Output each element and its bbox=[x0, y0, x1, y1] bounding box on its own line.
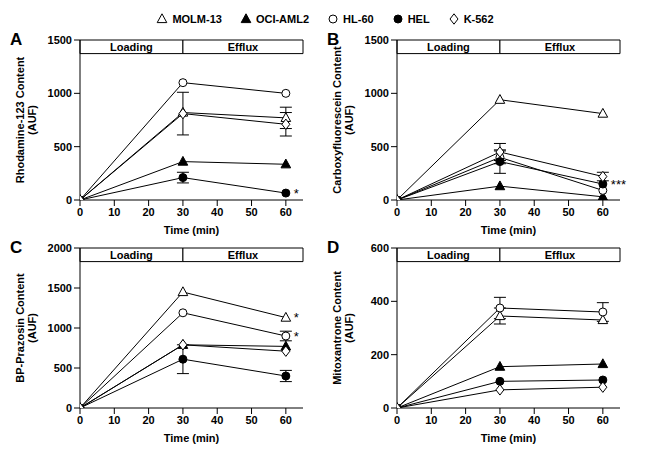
svg-text:40: 40 bbox=[528, 414, 540, 426]
svg-text:10: 10 bbox=[108, 206, 120, 218]
svg-text:200: 200 bbox=[371, 349, 389, 361]
html-text:HL-60: HL-60 bbox=[343, 13, 374, 25]
svg-text:0: 0 bbox=[66, 402, 72, 414]
svg-text:40: 40 bbox=[528, 206, 540, 218]
svg-text:60: 60 bbox=[597, 206, 609, 218]
html-text:K-562: K-562 bbox=[463, 13, 494, 25]
html-text:A: A bbox=[10, 30, 23, 49]
svg-text:0: 0 bbox=[394, 206, 400, 218]
svg-text:30: 30 bbox=[494, 206, 506, 218]
svg-text:50: 50 bbox=[562, 206, 574, 218]
svg-text:20: 20 bbox=[142, 414, 154, 426]
svg-text:60: 60 bbox=[280, 414, 292, 426]
svg-text:10: 10 bbox=[108, 414, 120, 426]
svg-text:40: 40 bbox=[211, 206, 223, 218]
html-text:D: D bbox=[327, 238, 340, 257]
svg-text:*: * bbox=[294, 329, 299, 344]
svg-text:400: 400 bbox=[371, 295, 389, 307]
svg-text:*: * bbox=[294, 186, 299, 201]
svg-text:(AUF): (AUF) bbox=[26, 313, 38, 343]
svg-text:40: 40 bbox=[211, 414, 223, 426]
svg-text:Rhodamine-123 Content: Rhodamine-123 Content bbox=[14, 56, 26, 183]
svg-text:1000: 1000 bbox=[365, 87, 389, 99]
svg-text:20: 20 bbox=[459, 414, 471, 426]
svg-text:Time (min): Time (min) bbox=[481, 224, 537, 236]
svg-text:Loading: Loading bbox=[427, 41, 470, 53]
svg-text:10: 10 bbox=[425, 206, 437, 218]
svg-text:Efflux: Efflux bbox=[228, 249, 259, 261]
svg-text:(AUF): (AUF) bbox=[343, 105, 355, 135]
svg-text:50: 50 bbox=[562, 414, 574, 426]
svg-text:Efflux: Efflux bbox=[545, 41, 576, 53]
svg-text:500: 500 bbox=[54, 362, 72, 374]
html-text:HEL: HEL bbox=[407, 13, 430, 25]
svg-text:0: 0 bbox=[77, 206, 83, 218]
html-text:C: C bbox=[10, 238, 23, 257]
svg-text:0: 0 bbox=[383, 402, 389, 414]
svg-text:0: 0 bbox=[394, 414, 400, 426]
svg-text:50: 50 bbox=[245, 206, 257, 218]
svg-text:Time (min): Time (min) bbox=[164, 224, 220, 236]
svg-text:1000: 1000 bbox=[48, 87, 72, 99]
svg-text:(AUF): (AUF) bbox=[343, 313, 355, 343]
svg-text:Time (min): Time (min) bbox=[481, 432, 537, 444]
svg-text:1500: 1500 bbox=[48, 282, 72, 294]
svg-text:60: 60 bbox=[280, 206, 292, 218]
html-text:B: B bbox=[327, 30, 340, 49]
svg-text:20: 20 bbox=[459, 206, 471, 218]
svg-text:50: 50 bbox=[245, 414, 257, 426]
svg-text:Loading: Loading bbox=[427, 249, 470, 261]
svg-text:20: 20 bbox=[142, 206, 154, 218]
svg-text:2000: 2000 bbox=[48, 242, 72, 254]
svg-text:600: 600 bbox=[371, 242, 389, 254]
html-text:MOLM-13: MOLM-13 bbox=[172, 13, 222, 25]
svg-text:60: 60 bbox=[597, 414, 609, 426]
svg-text:Efflux: Efflux bbox=[545, 249, 576, 261]
svg-text:0: 0 bbox=[66, 194, 72, 206]
svg-text:500: 500 bbox=[371, 141, 389, 153]
svg-text:0: 0 bbox=[383, 194, 389, 206]
svg-text:*: * bbox=[294, 310, 299, 325]
svg-text:1500: 1500 bbox=[48, 34, 72, 46]
svg-text:0: 0 bbox=[77, 414, 83, 426]
svg-text:Time (min): Time (min) bbox=[164, 432, 220, 444]
html-text:OCI-AML2: OCI-AML2 bbox=[255, 13, 310, 25]
svg-text:Loading: Loading bbox=[110, 249, 153, 261]
svg-text:1000: 1000 bbox=[48, 322, 72, 334]
svg-text:30: 30 bbox=[177, 206, 189, 218]
svg-text:***: *** bbox=[611, 177, 626, 192]
svg-text:30: 30 bbox=[494, 414, 506, 426]
svg-text:(AUF): (AUF) bbox=[26, 105, 38, 135]
svg-text:30: 30 bbox=[177, 414, 189, 426]
svg-text:Carboxyfluorescein Content: Carboxyfluorescein Content bbox=[331, 46, 343, 194]
svg-text:10: 10 bbox=[425, 414, 437, 426]
svg-text:Mitoxantrone Content: Mitoxantrone Content bbox=[331, 271, 343, 385]
svg-text:500: 500 bbox=[54, 141, 72, 153]
svg-text:BP-Prazosin Content: BP-Prazosin Content bbox=[14, 273, 26, 383]
svg-text:Efflux: Efflux bbox=[228, 41, 259, 53]
svg-text:1500: 1500 bbox=[365, 34, 389, 46]
svg-text:Loading: Loading bbox=[110, 41, 153, 53]
